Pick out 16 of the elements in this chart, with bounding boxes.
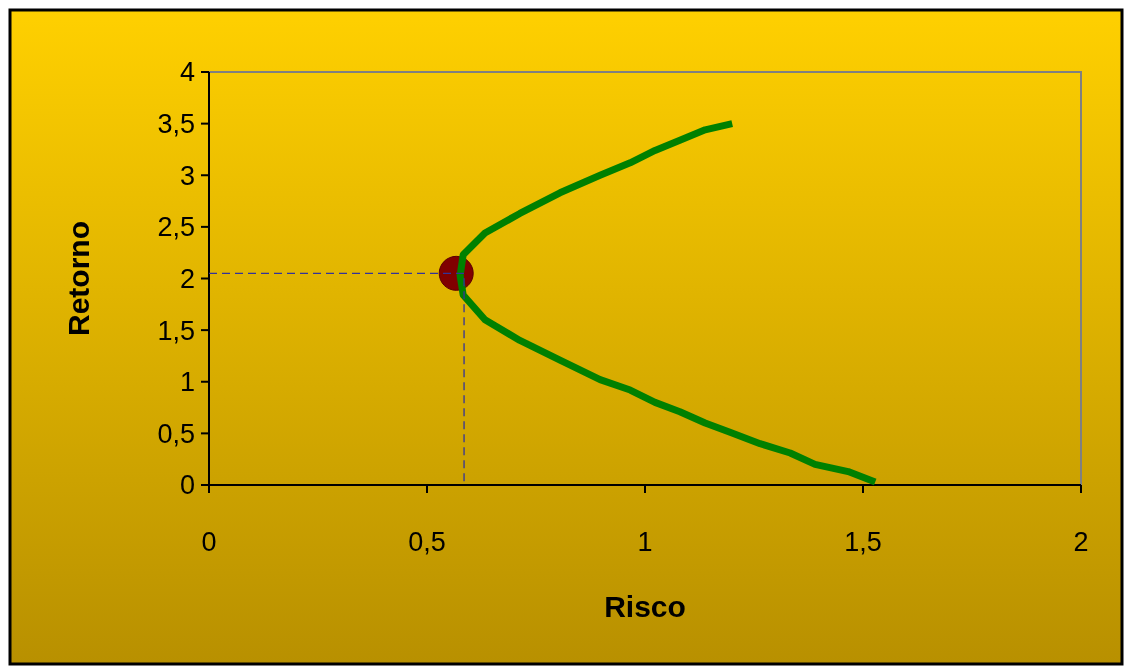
x-tick-label: 0,5: [408, 527, 446, 557]
y-tick-label: 2: [179, 263, 195, 294]
x-tick-label: 0: [201, 527, 217, 557]
y-tick-label: 1,5: [157, 315, 195, 346]
x-axis-title: Risco: [604, 590, 686, 623]
y-tick-label: 1: [179, 367, 195, 398]
y-tick-label: 2,5: [157, 212, 195, 243]
y-axis-title: Retorno: [62, 221, 95, 336]
y-tick-label: 0: [179, 470, 195, 501]
x-tick-label: 1,5: [844, 527, 882, 557]
x-tick-label: 2: [1073, 527, 1089, 557]
x-tick-label: 1: [637, 527, 653, 557]
y-tick-label: 3: [179, 160, 195, 191]
y-tick-label: 0,5: [157, 418, 195, 449]
y-tick-label: 3,5: [157, 109, 195, 140]
y-tick-label: 4: [179, 57, 195, 88]
